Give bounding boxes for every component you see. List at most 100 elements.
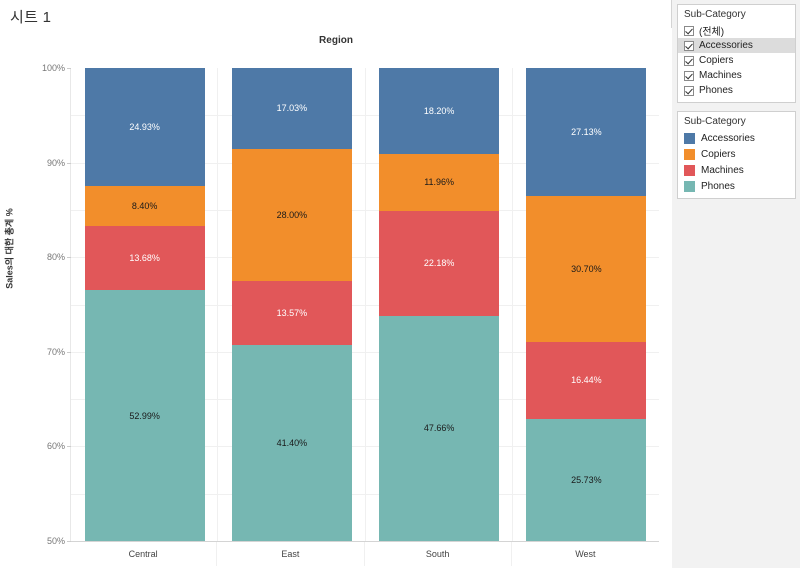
column-divider	[217, 68, 219, 541]
y-axis-title: Sales의 대한 총계 %	[1, 28, 17, 468]
y-axis-tick-mark	[67, 446, 71, 448]
bar-segment-label: 24.93%	[129, 121, 160, 132]
bar-column: 47.66% 22.18% 11.96% 18.20%	[366, 68, 513, 541]
checkbox-checked-icon[interactable]	[684, 40, 694, 51]
bar-segment-label: 30.70%	[571, 263, 602, 274]
bar-segment[interactable]: 47.66%	[379, 315, 500, 541]
bar-segment[interactable]: 41.40%	[231, 345, 352, 541]
bar-segment[interactable]: 18.20%	[379, 68, 500, 155]
bar-segment-label: 41.40%	[276, 438, 308, 449]
checkbox-checked-icon[interactable]	[684, 85, 694, 96]
bar-segment-label: 47.66%	[423, 423, 455, 434]
filter-item[interactable]: Accessories	[678, 38, 795, 53]
legend-item-label: Phones	[701, 180, 735, 192]
legend-item[interactable]: Phones	[678, 178, 795, 194]
filter-item-label: Phones	[699, 85, 733, 96]
filter-list: (전체) Accessories Copiers Machines Phones	[678, 23, 795, 102]
legend-color-swatch	[684, 132, 695, 144]
bar-segment[interactable]: 22.18%	[379, 210, 500, 316]
bar-segment[interactable]: 52.99%	[84, 290, 205, 541]
bar-segment-label: 17.03%	[276, 103, 308, 114]
filter-item[interactable]: Machines	[678, 68, 795, 83]
color-legend-card: Sub-Category Accessories Copiers Machines P…	[677, 111, 796, 199]
chart-title: Region	[319, 35, 353, 46]
filter-item[interactable]: Phones	[678, 83, 795, 98]
worksheet-pane: 시트 1 Region Sales의 대한 총계 % 100% 90% 80% 70%…	[0, 0, 672, 568]
x-axis-tick-label[interactable]: South	[365, 542, 512, 566]
filter-item-label: Machines	[699, 70, 742, 81]
bar-segment[interactable]: 11.96%	[379, 154, 500, 211]
y-axis-tick-mark	[67, 541, 71, 542]
bar-segment[interactable]: 8.40%	[84, 185, 205, 226]
y-axis-tick-mark	[67, 68, 71, 69]
y-axis-tick-mark	[67, 351, 71, 353]
legend-item-label: Accessories	[701, 132, 755, 144]
y-axis-tick-label: 90%	[46, 157, 65, 168]
bar-segment-label: 16.44%	[571, 375, 602, 386]
y-axis-tick-label: 100%	[41, 63, 65, 73]
bar-segment[interactable]: 27.13%	[526, 68, 647, 197]
legend-item[interactable]: Machines	[678, 162, 795, 178]
bar-segment-label: 13.68%	[129, 253, 160, 263]
legend-item[interactable]: Copiers	[678, 146, 795, 162]
y-axis-tick-label: 70%	[46, 346, 65, 357]
column-divider	[511, 68, 513, 541]
bar-segment-label: 27.13%	[571, 127, 602, 138]
bar-segment[interactable]: 13.68%	[84, 225, 205, 291]
filter-card: Sub-Category (전체) Accessories Copiers Machi…	[677, 4, 796, 103]
bar-segment[interactable]: 24.93%	[84, 68, 205, 186]
legend-item-label: Machines	[701, 164, 744, 176]
x-axis-tick-label[interactable]: East	[217, 542, 365, 566]
legend-color-swatch	[684, 164, 695, 176]
filter-item[interactable]: (전체)	[678, 23, 795, 38]
bar-segment[interactable]: 28.00%	[231, 148, 352, 282]
column-divider	[364, 68, 366, 541]
filter-item-label: Accessories	[699, 40, 753, 51]
bar-segment[interactable]: 13.57%	[231, 281, 352, 346]
filter-item-label: Copiers	[699, 55, 734, 66]
filter-card-title: Sub-Category	[684, 9, 746, 20]
bar-segment-label: 11.96%	[424, 177, 455, 188]
filter-item[interactable]: Copiers	[678, 53, 795, 68]
bar-segment-label: 28.00%	[276, 209, 308, 220]
bar-segment-label: 25.73%	[571, 475, 602, 486]
checkbox-checked-icon[interactable]	[684, 55, 694, 66]
bar-segment-label: 22.18%	[423, 258, 455, 269]
bar-segment-label: 52.99%	[129, 410, 160, 421]
bar-segment-label: 18.20%	[423, 106, 455, 117]
bar-segment[interactable]: 16.44%	[526, 341, 647, 420]
visualization-area: Region Sales의 대한 총계 % 100% 90% 80% 70% 60% 50…	[0, 28, 672, 568]
bar-column: 41.40% 13.57% 28.00% 17.03%	[218, 68, 366, 541]
legend-list: Accessories Copiers Machines Phones	[678, 130, 795, 198]
y-axis-tick-label: 80%	[46, 252, 65, 263]
stacked-bar: 47.66% 22.18% 11.96% 18.20%	[379, 68, 500, 541]
bar-column: 25.73% 16.44% 30.70% 27.13%	[513, 68, 660, 541]
x-axis-line	[71, 541, 659, 542]
legend-item[interactable]: Accessories	[678, 130, 795, 146]
bar-segment-label: 13.57%	[276, 308, 308, 319]
bar-segment[interactable]: 30.70%	[526, 196, 647, 342]
bar-column: 52.99% 13.68% 8.40% 24.93%	[71, 68, 219, 541]
x-axis-tick-label[interactable]: West	[575, 549, 596, 559]
checkbox-checked-icon[interactable]	[684, 70, 694, 81]
bar-segment-label: 8.40%	[131, 200, 158, 211]
x-axis-tick-label[interactable]: Central	[70, 542, 218, 566]
legend-color-swatch	[684, 180, 695, 192]
y-axis-title-label: Sales의 대한 총계 %	[4, 207, 15, 289]
stack-container: 25.73% 16.44% 30.70% 27.13%	[526, 68, 647, 541]
y-axis-tick-mark	[67, 162, 71, 164]
filter-item-label: (전체)	[699, 27, 725, 38]
bar-segment[interactable]: 25.73%	[526, 419, 647, 541]
cards-pane: Sub-Category (전체) Accessories Copiers Machi…	[673, 0, 800, 568]
y-axis-tick-mark	[67, 257, 71, 259]
y-axis-tick-label: 60%	[46, 441, 65, 452]
stacked-bar: 25.73% 16.44% 30.70% 27.13%	[526, 68, 647, 541]
stack-container: 52.99% 13.68% 8.40% 24.93%	[84, 68, 205, 541]
x-axis-labels: Central East South West	[70, 542, 659, 566]
stacked-bar: 41.40% 13.57% 28.00% 17.03%	[231, 68, 352, 541]
bar-segment[interactable]: 17.03%	[231, 68, 352, 149]
checkbox-checked-icon[interactable]	[684, 25, 694, 36]
legend-color-swatch	[684, 148, 695, 160]
plot-area: 100%90%80%70%60%50%40%30%20%10%0% 52.99%…	[42, 63, 660, 546]
